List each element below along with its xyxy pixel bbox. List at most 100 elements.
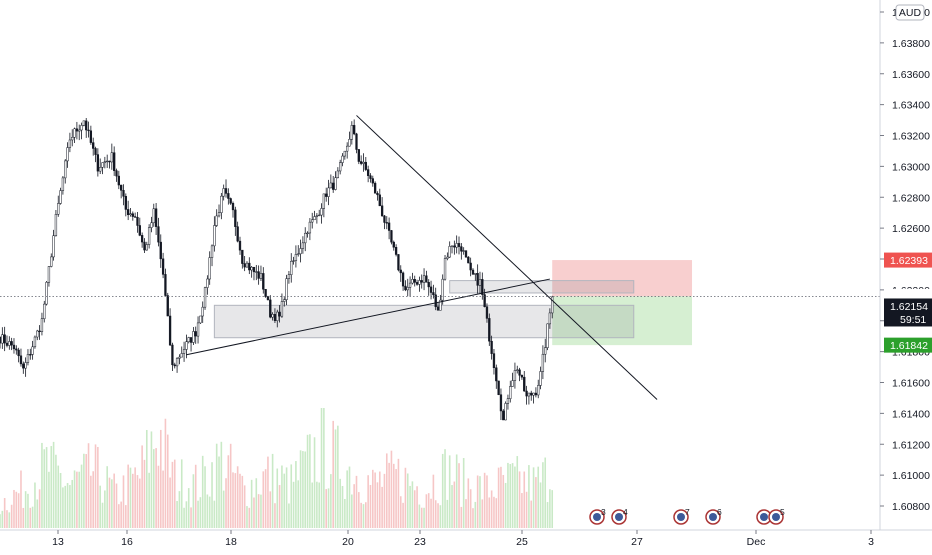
volume-bar bbox=[208, 496, 211, 528]
candle-body bbox=[203, 287, 207, 308]
support-zone[interactable] bbox=[213, 304, 635, 339]
volume-bar bbox=[276, 468, 279, 528]
candle-body bbox=[124, 196, 127, 210]
volume-bar bbox=[113, 473, 115, 528]
candle-body bbox=[152, 208, 155, 224]
volume-bar bbox=[488, 497, 491, 528]
candle-body bbox=[78, 129, 81, 132]
candle-body bbox=[541, 353, 545, 372]
volume-layer bbox=[0, 408, 554, 528]
candle-body bbox=[54, 214, 58, 236]
stop-loss-zone[interactable] bbox=[552, 260, 693, 297]
volume-bar bbox=[125, 505, 127, 528]
time-tick-label: 20 bbox=[342, 536, 354, 548]
volume-bar bbox=[66, 483, 69, 528]
volume-bar bbox=[122, 475, 125, 528]
volume-bar bbox=[406, 473, 409, 528]
candle-body bbox=[373, 182, 377, 194]
candle-body bbox=[8, 341, 11, 346]
candle-body bbox=[387, 222, 391, 231]
volume-bar bbox=[483, 472, 486, 528]
candle-body bbox=[527, 392, 531, 397]
candle-body bbox=[269, 299, 272, 318]
volume-bar bbox=[120, 501, 122, 528]
descending-trendline[interactable] bbox=[356, 115, 658, 400]
time-axis[interactable]: 13 16 18 20 23 25 27 Dec 3 bbox=[52, 530, 874, 548]
volume-bar bbox=[64, 485, 67, 528]
candle-body bbox=[371, 178, 374, 184]
ascending-trendline[interactable] bbox=[186, 278, 550, 356]
volume-bar bbox=[185, 501, 188, 528]
candle-body bbox=[173, 364, 176, 367]
volume-bar bbox=[267, 456, 269, 528]
candle-body bbox=[348, 139, 351, 147]
volume-bar bbox=[353, 484, 355, 528]
candle-body bbox=[10, 341, 13, 346]
volume-bar bbox=[525, 491, 528, 528]
candle-body bbox=[36, 330, 39, 338]
volume-bar bbox=[108, 477, 111, 528]
time-tick-label: 18 bbox=[225, 536, 237, 548]
volume-bar bbox=[143, 459, 146, 528]
volume-bar bbox=[490, 490, 493, 528]
event-count: 7 bbox=[685, 507, 690, 517]
candle-body bbox=[52, 235, 55, 258]
volume-bar bbox=[397, 458, 400, 528]
volume-bar bbox=[467, 478, 470, 528]
candle-body bbox=[341, 155, 344, 163]
volume-bar bbox=[367, 475, 369, 528]
economic-event-icon[interactable]: 6 bbox=[705, 507, 722, 525]
volume-bar bbox=[73, 470, 76, 528]
candle-body bbox=[394, 247, 398, 255]
volume-bar bbox=[495, 498, 498, 528]
candle-body bbox=[147, 227, 151, 245]
economic-event-icon[interactable]: 5 bbox=[768, 507, 785, 525]
candle-body bbox=[255, 271, 258, 273]
volume-bar bbox=[446, 499, 449, 528]
volume-bar bbox=[3, 498, 6, 528]
candle-body bbox=[220, 195, 223, 213]
candle-body bbox=[101, 162, 104, 168]
volume-bar bbox=[420, 507, 423, 528]
candle-body bbox=[0, 336, 2, 344]
candle-body bbox=[474, 273, 477, 275]
stop-price-badge-text: 1.62393 bbox=[890, 255, 928, 267]
event-markers[interactable]: 3 4 7 6 5 bbox=[589, 507, 785, 525]
volume-bar bbox=[104, 490, 106, 528]
candle-body bbox=[113, 152, 116, 171]
candle-body bbox=[19, 355, 23, 365]
take-profit-zone[interactable] bbox=[552, 296, 693, 346]
volume-bar bbox=[255, 478, 258, 528]
volume-bar bbox=[416, 486, 418, 528]
economic-event-icon[interactable]: 7 bbox=[673, 507, 690, 525]
volume-bar bbox=[535, 477, 537, 528]
volume-bar bbox=[516, 456, 519, 528]
candle-body bbox=[122, 190, 125, 197]
volume-bar bbox=[62, 487, 64, 528]
candle-body bbox=[532, 392, 535, 396]
economic-event-icon[interactable]: 4 bbox=[611, 507, 628, 525]
volume-bar bbox=[20, 470, 22, 528]
currency-button[interactable]: AUD bbox=[895, 4, 925, 21]
volume-bar bbox=[411, 481, 414, 528]
volume-bar bbox=[227, 455, 230, 528]
volume-bar bbox=[152, 449, 155, 528]
candle-body bbox=[471, 269, 475, 275]
candle-body bbox=[89, 130, 93, 143]
candle-body bbox=[450, 245, 454, 247]
drawing-zones[interactable] bbox=[213, 260, 693, 346]
candle-body bbox=[236, 226, 239, 242]
candle-body bbox=[131, 213, 134, 217]
candle-body bbox=[245, 262, 249, 268]
economic-event-icon[interactable]: 3 bbox=[589, 507, 606, 525]
candle-body bbox=[355, 133, 358, 150]
volume-bar bbox=[229, 443, 232, 528]
candle-layer bbox=[0, 117, 554, 421]
volume-bar bbox=[262, 471, 265, 528]
volume-bar bbox=[283, 473, 286, 528]
candle-body bbox=[392, 241, 395, 248]
volume-bar bbox=[521, 493, 523, 528]
volume-bar bbox=[479, 476, 481, 528]
drawing-lines[interactable] bbox=[0, 115, 880, 400]
